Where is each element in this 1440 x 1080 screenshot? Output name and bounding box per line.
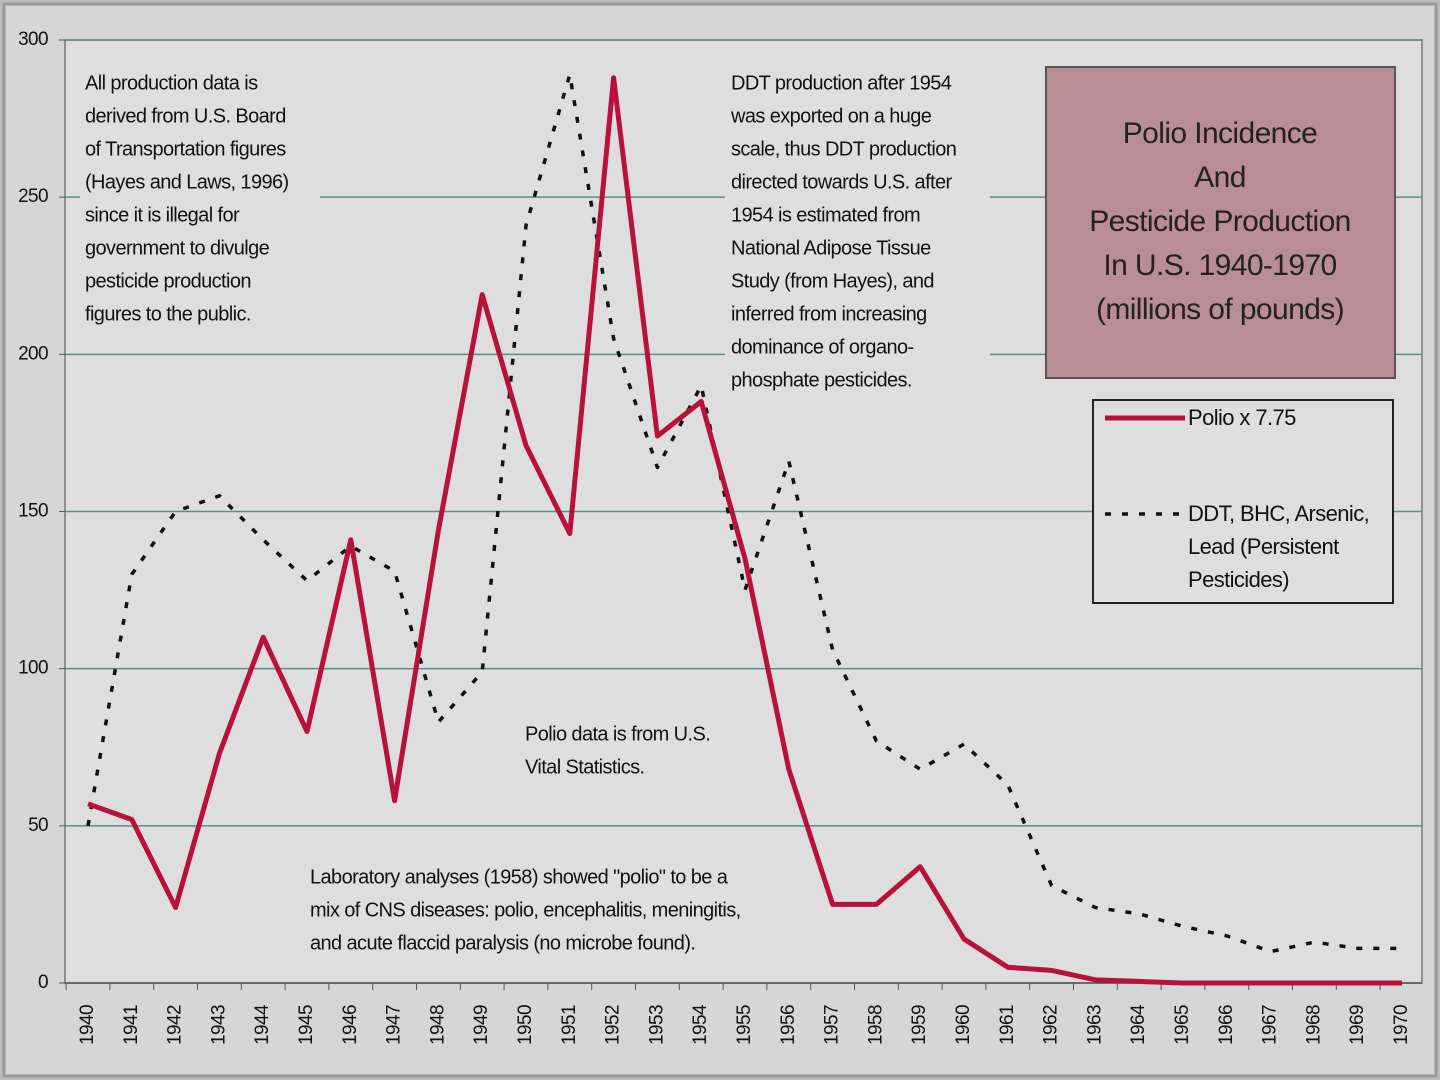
x-tick-label: 1949 — [471, 1005, 492, 1045]
x-tick-label: 1941 — [121, 1005, 142, 1045]
chart-title: And — [1194, 161, 1246, 194]
x-tick-label: 1948 — [427, 1005, 448, 1045]
title-box — [1045, 66, 1396, 379]
x-tick-label: 1967 — [1260, 1005, 1281, 1045]
x-tick-label: 1944 — [252, 1004, 273, 1045]
x-tick-label: 1963 — [1084, 1005, 1105, 1045]
x-tick-label: 1950 — [515, 1005, 536, 1045]
annotation-line: Study (from Hayes), and — [731, 270, 934, 292]
series-line — [87, 75, 1402, 986]
x-tick-label: 1945 — [296, 1005, 317, 1045]
annotation-line: pesticide production — [85, 270, 251, 292]
x-tick-label: 1953 — [646, 1005, 667, 1045]
chart-title: (millions of pounds) — [1096, 293, 1344, 326]
y-tick-label: 0 — [38, 972, 48, 993]
chart-title: In U.S. 1940-1970 — [1103, 249, 1336, 282]
annotation-line: Laboratory analyses (1958) showed "polio… — [310, 866, 729, 888]
legend-label: Polio x 7.75 — [1188, 405, 1296, 430]
annotation-line: (Hayes and Laws, 1996) — [85, 171, 289, 193]
annotation-line: directed towards U.S. after — [731, 171, 953, 193]
annotation-line: was exported on a huge — [730, 105, 932, 127]
y-tick-label: 300 — [18, 29, 48, 50]
annotation-line: National Adipose Tissue — [731, 237, 931, 259]
x-tick-label: 1952 — [603, 1005, 624, 1045]
y-tick-label: 250 — [18, 186, 48, 207]
y-tick-label: 150 — [18, 501, 48, 522]
annotation-line: government to divulge — [85, 237, 270, 259]
annotation-line: mix of CNS diseases: polio, encephalitis… — [310, 899, 741, 921]
chart-title: Polio Incidence — [1123, 117, 1317, 150]
x-tick-label: 1951 — [559, 1005, 580, 1045]
y-tick-label: 100 — [18, 658, 48, 679]
annotation-line: since it is illegal for — [85, 204, 240, 226]
annotation-line: All production data is — [85, 72, 258, 94]
x-tick-label: 1969 — [1347, 1005, 1368, 1045]
x-tick-label: 1943 — [208, 1005, 229, 1045]
x-tick-label: 1955 — [734, 1005, 755, 1045]
x-tick-label: 1956 — [778, 1005, 799, 1045]
y-tick-label: 50 — [28, 815, 48, 836]
annotation-line: derived from U.S. Board — [85, 105, 286, 127]
x-tick-label: 1954 — [690, 1004, 711, 1045]
annotation-line: phosphate pesticides. — [731, 369, 912, 391]
x-tick-label: 1970 — [1391, 1005, 1412, 1045]
annotation-line: scale, thus DDT production — [731, 138, 956, 160]
annotation-line: Vital Statistics. — [525, 756, 644, 778]
annotation-line: figures to the public. — [85, 303, 251, 325]
annotation-line: 1954 is estimated from — [731, 204, 920, 226]
x-tick-label: 1965 — [1172, 1005, 1193, 1045]
x-tick-label: 1957 — [822, 1005, 843, 1045]
y-tick-label: 200 — [18, 343, 48, 364]
x-tick-label: 1946 — [340, 1005, 361, 1045]
annotation-line: of Transportation figures — [85, 138, 286, 160]
annotation-background — [725, 65, 990, 400]
annotation-line: Polio data is from U.S. — [525, 723, 710, 745]
x-tick-label: 1968 — [1303, 1005, 1324, 1045]
x-tick-label: 1964 — [1128, 1004, 1149, 1045]
x-tick-label: 1960 — [953, 1005, 974, 1045]
x-tick-label: 1966 — [1216, 1005, 1237, 1045]
x-tick-label: 1942 — [165, 1005, 186, 1045]
x-tick-label: 1947 — [384, 1005, 405, 1045]
annotation-background — [80, 65, 320, 335]
x-tick-label: 1962 — [1041, 1005, 1062, 1045]
annotation-background — [520, 718, 730, 788]
annotation-line: dominance of organo- — [731, 336, 914, 358]
annotation-line: DDT production after 1954 — [731, 72, 952, 94]
annotation-background — [305, 860, 780, 965]
annotation-line: and acute flaccid paralysis (no microbe … — [310, 932, 695, 954]
annotation-line: inferred from increasing — [731, 303, 927, 325]
chart-title: Pesticide Production — [1089, 205, 1351, 238]
x-tick-label: 1958 — [865, 1005, 886, 1045]
legend-box — [1092, 399, 1394, 604]
x-tick-label: 1940 — [77, 1005, 98, 1045]
legend-label: DDT, BHC, Arsenic, Lead (Persistent Pest… — [1188, 501, 1370, 592]
x-tick-label: 1961 — [997, 1005, 1018, 1045]
x-tick-label: 1959 — [909, 1005, 930, 1045]
